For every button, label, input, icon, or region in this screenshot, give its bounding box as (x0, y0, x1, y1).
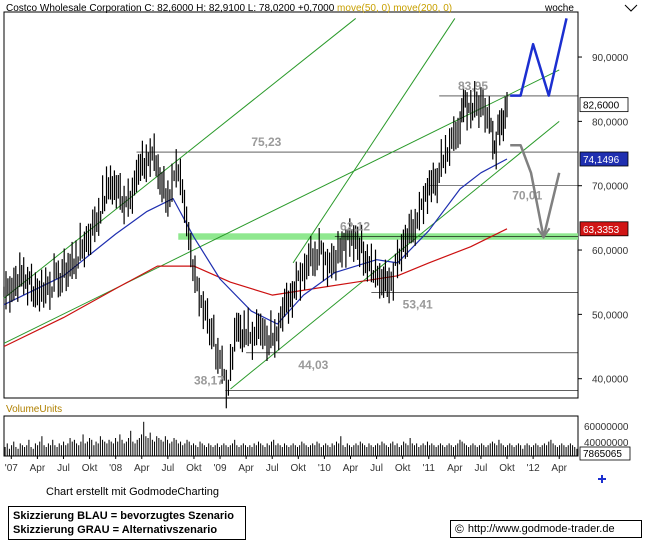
level-label: 44,03 (298, 358, 328, 372)
x-tick-label: '10 (318, 463, 331, 474)
x-tick-label: Apr (551, 463, 567, 474)
interval-label: woche (544, 3, 574, 14)
x-tick-label: Apr (134, 463, 150, 474)
x-tick-label: Apr (30, 463, 46, 474)
x-tick-label: Okt (186, 463, 202, 474)
y-tick-label: 50,0000 (592, 310, 629, 321)
blue-scenario-path (510, 18, 568, 97)
price-box (579, 151, 629, 167)
price-panel (3, 11, 579, 399)
gray-scenario-path (510, 143, 561, 239)
y-tick-label: 80,0000 (592, 117, 629, 128)
y-tick-label: 60,0000 (592, 246, 629, 257)
ma200-line (3, 228, 508, 348)
website-link[interactable]: © http://www.godmode-trader.de (450, 520, 642, 538)
scenario-legend: Skizzierung BLAU = bevorzugtes Szenario … (8, 506, 246, 540)
chart-credit: Chart erstellt mit GodmodeCharting (46, 486, 220, 498)
price-box-label: 74,1496 (583, 155, 620, 166)
price-box-label: 63,3353 (583, 225, 620, 236)
x-tick-label: Jul (161, 463, 174, 474)
level-label: 75,23 (251, 135, 281, 149)
x-tick-label: Apr (447, 463, 463, 474)
volume-last-label: 7865065 (583, 449, 622, 460)
x-tick-label: Okt (395, 463, 411, 474)
ohlc-values: C: 82,6000 H: 82,9100 L: 78,0200 +0,7000 (142, 3, 335, 14)
trend-channel-line (292, 18, 456, 264)
volume-tick-label: 40000000 (584, 438, 629, 449)
y-tick-label: 40,0000 (592, 375, 629, 386)
y-tick-label: 70,0000 (592, 182, 629, 193)
price-box (579, 221, 629, 237)
x-tick-label: Okt (291, 463, 307, 474)
x-tick-label: Jul (475, 463, 488, 474)
chart-header: Costco Wholesale Corporation C: 82,6000 … (6, 3, 452, 14)
trend-channel-line (3, 18, 357, 299)
level-label: 53,41 (403, 297, 433, 311)
ma50-line (3, 158, 508, 325)
gray-scenario-arrow (536, 227, 551, 239)
legend-blue-text: Skizzierung BLAU = bevorzugtes Szenario (13, 510, 234, 522)
website-url[interactable]: http://www.godmode-trader.de (467, 523, 615, 535)
stock-chart: 83,95 75,23 70,01 62,12 53,41 44,03 38,17 90,00… (3, 3, 638, 483)
x-tick-label: '08 (109, 463, 122, 474)
level-label: 62,12 (340, 219, 370, 233)
ma200-legend: move(200, 0) (390, 3, 452, 14)
copyright-icon: © (455, 522, 464, 536)
x-tick-label: Okt (499, 463, 515, 474)
x-tick-label: Jul (266, 463, 279, 474)
x-tick-label: Jul (370, 463, 383, 474)
price-bars (3, 81, 508, 409)
level-label: 38,17 (194, 373, 224, 387)
level-label: 83,95 (458, 79, 488, 93)
level-label: 70,01 (512, 189, 542, 203)
chevron-down-icon (624, 4, 638, 12)
ma50-legend: move(50, 0) (334, 3, 390, 14)
volume-bars (4, 421, 578, 456)
x-tick-label: '11 (423, 463, 436, 474)
price-box-label: 82,6000 (583, 101, 620, 112)
x-tick-label: '09 (214, 463, 227, 474)
price-box (579, 97, 629, 113)
volume-label: VolumeUnits (6, 404, 62, 415)
x-tick-label: '12 (527, 463, 540, 474)
x-tick-label: Jul (57, 463, 70, 474)
zoom-icon (598, 475, 606, 483)
x-tick-label: Okt (82, 463, 98, 474)
x-tick-label: Apr (343, 463, 359, 474)
x-tick-label: Apr (238, 463, 254, 474)
legend-gray-text: Skizzierung GRAU = Alternativszenario (13, 524, 218, 536)
security-name: Costco Wholesale Corporation (6, 3, 142, 14)
y-tick-label: 90,0000 (592, 53, 629, 64)
x-tick-label: '07 (5, 463, 18, 474)
volume-last-box (579, 446, 631, 461)
volume-tick-label: 60000000 (584, 422, 629, 433)
